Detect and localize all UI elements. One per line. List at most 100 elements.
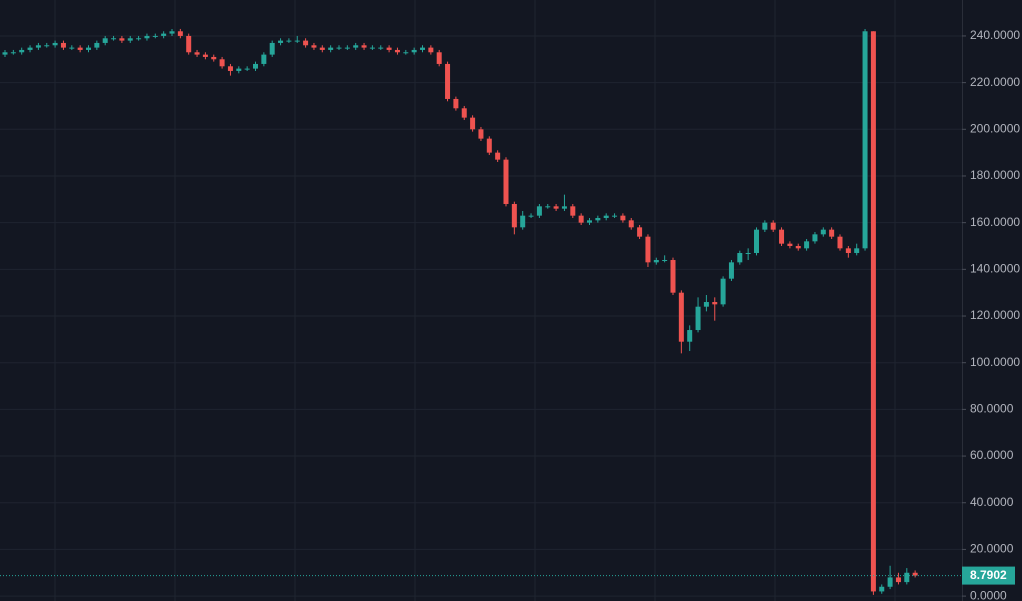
candle-body <box>804 241 810 249</box>
candle-body <box>269 42 275 55</box>
candle-body <box>912 572 918 576</box>
candle-body <box>712 302 718 305</box>
candle-body <box>2 52 8 55</box>
candle-body <box>745 253 751 255</box>
candle-body <box>86 47 91 50</box>
y-tick-label: 160.0000 <box>970 215 1020 229</box>
candle-body <box>353 45 359 48</box>
candle-body <box>754 229 759 254</box>
candle-body <box>52 42 58 46</box>
candle-body <box>219 59 225 67</box>
candle-body <box>770 222 776 230</box>
candle-body <box>253 63 258 69</box>
candle-body <box>612 215 618 217</box>
candle-body <box>687 330 693 342</box>
candle-body <box>461 108 467 118</box>
candle-body <box>536 206 542 216</box>
candle-body <box>503 159 509 204</box>
candle-body <box>762 222 768 230</box>
candle-body <box>378 47 384 49</box>
candle-body <box>169 31 175 34</box>
candle-body <box>620 215 626 221</box>
candle-body <box>369 47 375 49</box>
candle-body <box>186 35 192 53</box>
candle-body <box>587 220 592 223</box>
vertical-grid <box>54 0 896 601</box>
candle-body <box>420 47 425 50</box>
last-price-label: 8.7902 <box>970 568 1007 582</box>
candle-body <box>678 292 684 342</box>
candle-body <box>294 40 300 42</box>
candle-body <box>344 47 350 49</box>
candle-body <box>662 260 668 262</box>
candle-body <box>595 217 601 221</box>
candle-body <box>511 203 517 228</box>
candle-body <box>77 47 83 50</box>
candle-body <box>545 206 551 208</box>
candle-body <box>10 52 16 54</box>
last-price-box <box>962 566 1015 585</box>
candle-body <box>69 47 75 49</box>
candle-body <box>152 35 158 37</box>
candle-body <box>895 577 901 583</box>
candle-body <box>637 227 643 237</box>
candle-body <box>403 52 409 54</box>
y-tick-label: 240.0000 <box>970 28 1020 42</box>
candle-body <box>144 35 150 39</box>
candle-body <box>737 253 743 263</box>
candle-body <box>520 215 526 228</box>
candle-body <box>720 278 726 305</box>
candle-body <box>286 40 292 42</box>
candle-body <box>645 236 651 263</box>
candle-body <box>211 56 217 60</box>
y-tick-label: 20.0000 <box>970 542 1014 556</box>
candle-body <box>829 229 835 237</box>
candle-body <box>879 586 885 592</box>
candle-body <box>779 229 785 244</box>
candle-body <box>870 31 876 592</box>
candle-body <box>236 68 242 71</box>
candle-body <box>394 49 400 53</box>
candle-body <box>44 45 50 47</box>
y-tick-label: 100.0000 <box>970 355 1020 369</box>
candle-body <box>820 229 826 235</box>
candle-body <box>119 38 125 41</box>
candles <box>2 28 918 595</box>
candle-body <box>244 68 250 70</box>
y-tick-label: 180.0000 <box>970 168 1020 182</box>
y-tick-label: 140.0000 <box>970 262 1020 276</box>
candle-body <box>553 206 559 209</box>
y-tick-label: 220.0000 <box>970 75 1020 89</box>
candle-body <box>336 47 342 49</box>
candle-body <box>478 129 484 139</box>
candle-body <box>261 54 267 64</box>
candle-body <box>528 215 534 217</box>
candle-body <box>202 54 208 57</box>
candle-body <box>161 33 167 36</box>
candle-body <box>453 98 459 109</box>
candle-body <box>837 236 843 249</box>
candle-body <box>703 302 709 307</box>
candle-body <box>670 260 676 293</box>
candle-body <box>495 152 501 160</box>
candle-body <box>311 45 317 48</box>
candle-body <box>603 215 609 218</box>
candle-body <box>887 577 893 587</box>
candle-body <box>470 117 476 130</box>
candle-body <box>845 248 851 254</box>
candle-body <box>578 215 584 223</box>
candle-body <box>127 38 133 41</box>
candle-body <box>361 45 367 48</box>
candle-body <box>812 234 818 242</box>
candle-body <box>278 40 284 43</box>
y-tick-label: 60.0000 <box>970 448 1014 462</box>
candle-body <box>411 49 417 53</box>
y-tick-label: 120.0000 <box>970 308 1020 322</box>
candle-body <box>19 49 25 53</box>
candle-body <box>486 138 492 153</box>
candle-body <box>111 38 117 40</box>
candle-body <box>436 52 442 64</box>
